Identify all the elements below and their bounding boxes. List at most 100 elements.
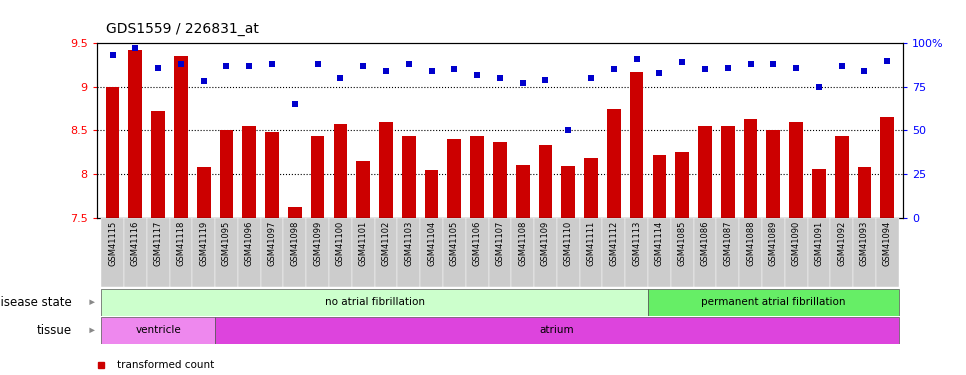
Text: GSM41115: GSM41115 (108, 221, 117, 266)
Point (424, 68, 440, 74)
Bar (648, 217, 670, 287)
Bar (266, 132, 279, 218)
Text: GSM41114: GSM41114 (655, 221, 664, 266)
Text: GSM41097: GSM41097 (268, 221, 276, 266)
Bar (556, 217, 580, 287)
Point (834, 63, 849, 69)
Bar (744, 119, 757, 218)
Bar (283, 217, 306, 287)
Bar (831, 217, 853, 287)
Bar (648, 289, 898, 316)
Bar (675, 152, 689, 217)
Bar (425, 170, 439, 217)
Text: GSM41116: GSM41116 (130, 221, 140, 266)
Bar (784, 217, 808, 287)
Point (652, 70, 668, 76)
Bar (215, 217, 238, 287)
Point (492, 75, 508, 81)
Text: GSM41113: GSM41113 (632, 221, 641, 266)
Bar (539, 145, 553, 218)
Bar (101, 289, 648, 316)
Text: GSM41110: GSM41110 (564, 221, 573, 266)
Point (469, 72, 485, 78)
Bar (147, 217, 169, 287)
Point (332, 75, 348, 81)
Bar (402, 135, 415, 218)
Point (218, 63, 234, 69)
Text: permanent atrial fibrillation: permanent atrial fibrillation (701, 297, 845, 307)
Point (151, 64, 166, 70)
Bar (511, 217, 534, 287)
Text: GSM41090: GSM41090 (791, 221, 801, 266)
Text: GSM41095: GSM41095 (222, 221, 231, 266)
Point (629, 56, 644, 62)
Point (857, 68, 872, 74)
Bar (721, 126, 734, 218)
Point (401, 61, 416, 67)
Bar (356, 161, 370, 218)
Point (674, 59, 690, 65)
Bar (288, 207, 301, 218)
Bar (789, 122, 803, 218)
Point (265, 61, 280, 67)
Bar (169, 217, 192, 287)
Text: GSM41105: GSM41105 (450, 221, 459, 266)
Bar (101, 317, 215, 344)
Bar (128, 50, 142, 217)
Point (560, 128, 576, 134)
Text: GSM41092: GSM41092 (838, 221, 846, 266)
Point (515, 80, 530, 86)
Bar (197, 167, 211, 218)
Text: GSM41096: GSM41096 (244, 221, 254, 266)
Bar (625, 217, 648, 287)
Text: GSM41098: GSM41098 (291, 221, 299, 266)
Text: GSM41112: GSM41112 (610, 221, 618, 266)
Text: GSM41086: GSM41086 (700, 221, 709, 267)
Bar (717, 217, 739, 287)
Bar (516, 165, 529, 218)
Text: transformed count: transformed count (117, 360, 214, 369)
Bar (489, 217, 511, 287)
Text: GSM41085: GSM41085 (678, 221, 687, 266)
Bar (397, 217, 420, 287)
Bar (306, 217, 329, 287)
Bar (333, 124, 347, 218)
Point (606, 66, 621, 72)
Bar (835, 135, 848, 218)
Text: GSM41102: GSM41102 (382, 221, 390, 266)
Bar (766, 130, 781, 218)
Bar (808, 217, 831, 287)
Point (720, 64, 735, 70)
Bar (603, 217, 625, 287)
Bar (534, 217, 556, 287)
Point (697, 66, 713, 72)
Point (788, 64, 804, 70)
Bar (379, 122, 393, 218)
Bar (630, 72, 643, 217)
Bar (261, 217, 283, 287)
Text: GSM41101: GSM41101 (358, 221, 368, 266)
Point (128, 45, 143, 51)
Bar (466, 217, 489, 287)
Point (287, 101, 302, 107)
Bar (694, 217, 717, 287)
Bar (493, 142, 507, 218)
Text: GSM41104: GSM41104 (427, 221, 436, 266)
Text: GSM41091: GSM41091 (814, 221, 823, 266)
Bar (584, 158, 598, 218)
Point (583, 75, 599, 81)
Text: GSM41093: GSM41093 (860, 221, 869, 266)
Bar (219, 130, 234, 218)
Bar (311, 136, 325, 218)
Text: GSM41118: GSM41118 (177, 221, 185, 266)
Bar (470, 135, 484, 218)
Bar (853, 217, 876, 287)
Text: GSM41111: GSM41111 (586, 221, 596, 266)
Point (446, 66, 462, 72)
Bar (238, 217, 261, 287)
Bar (607, 108, 621, 217)
Point (879, 57, 895, 63)
Bar (580, 217, 603, 287)
Bar (880, 117, 895, 218)
Bar (215, 317, 898, 344)
